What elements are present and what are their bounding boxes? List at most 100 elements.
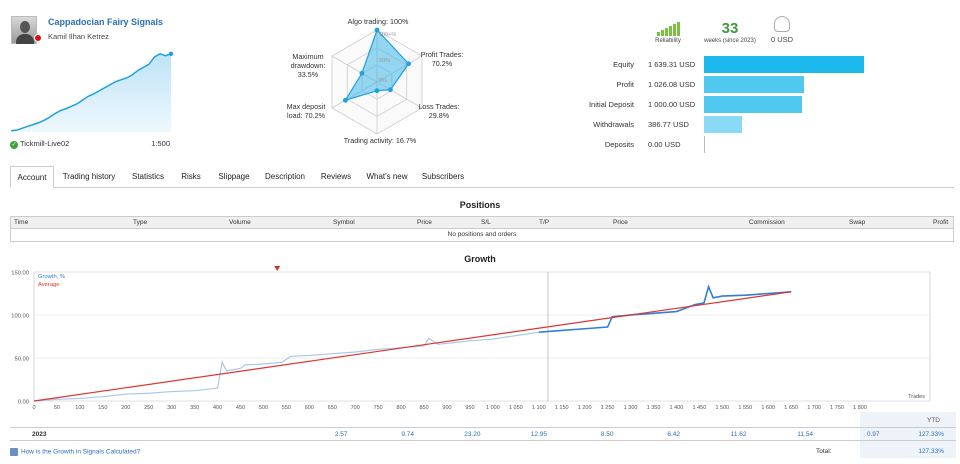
column-header[interactable]: Profit (933, 219, 949, 226)
radar-label-algo: Algo trading: 100% (347, 17, 409, 26)
column-header[interactable]: Commission (749, 219, 785, 226)
column-header[interactable]: Price (613, 219, 628, 226)
x-tick-label: 1 100 (532, 405, 546, 411)
x-tick-label: 200 (121, 405, 130, 411)
signal-title[interactable]: Cappadocian Fairy Signals (48, 17, 164, 27)
balance-label: Profit (616, 80, 634, 89)
balance-label: Initial Deposit (588, 100, 634, 109)
x-tick-label: 1 650 (784, 405, 798, 411)
tab-risks[interactable]: Risks (181, 172, 201, 181)
tab-subscribers[interactable]: Subscribers (421, 172, 465, 181)
mini-growth-line (10, 53, 172, 132)
x-tick-label: 1 500 (715, 405, 729, 411)
monthly-return: 0.97 (866, 431, 880, 438)
radar-tick-label: 100+% (379, 32, 396, 38)
growth-chart[interactable]: 150.00 100.00 50.00 0.000 50 100 150 200 250 300 3… (10, 264, 956, 416)
x-tick-label: 1 700 (807, 405, 821, 411)
signal-author[interactable]: Kamil Ilhan Ketrez (48, 32, 109, 41)
x-tick-label: 1 000 (486, 405, 500, 411)
balance-row-deposits: Deposits 0.00 USD (584, 136, 954, 153)
x-tick-label: 650 (328, 405, 337, 411)
balance-bar (704, 136, 705, 153)
balance-row-profit: Profit 1 026.08 USD (584, 76, 954, 93)
x-tick-label: 1 200 (578, 405, 592, 411)
balance-value: 0.00 USD (648, 140, 681, 149)
column-header[interactable]: Symbol (333, 219, 355, 226)
radar-label-profit: Profit Trades: 70.2% (420, 50, 464, 68)
monthly-return: 11.62 (730, 431, 747, 438)
x-tick-label: 1 050 (509, 405, 523, 411)
x-axis-label: Trades (908, 394, 925, 400)
radar-label-drawdown: Maximum drawdown: 33.5% (290, 52, 326, 79)
column-header[interactable]: Swap (849, 219, 866, 226)
x-tick-label: 250 (144, 405, 153, 411)
tab-account[interactable]: Account (10, 166, 54, 188)
tab-reviews[interactable]: Reviews (320, 172, 352, 181)
subscribers-value: 0 USD (770, 35, 794, 44)
column-header[interactable]: Price (417, 219, 432, 226)
mini-growth-end-dot (168, 51, 174, 57)
radar-point (342, 97, 348, 103)
balance-label: Equity (613, 60, 634, 69)
positions-empty: No positions and orders (447, 231, 517, 238)
tab-what-s-new[interactable]: What's new (366, 172, 408, 181)
subscribers[interactable]: 0 USD (770, 16, 794, 44)
balance-row-initial-deposit: Initial Deposit 1 000.00 USD (584, 96, 954, 113)
reliability-label: Reliability (655, 38, 681, 44)
growth-line-recent (538, 284, 792, 333)
legend-average: Average (38, 282, 60, 288)
total-label: Total: (816, 448, 832, 455)
radar-point (374, 27, 380, 33)
tab-bar: Account Trading history Statistics Risks Sli… (10, 166, 954, 188)
column-header[interactable]: Type (133, 219, 148, 226)
x-tick-label: 1 350 (647, 405, 661, 411)
average-line (33, 291, 792, 402)
tab-description[interactable]: Description (264, 172, 305, 181)
help-icon (10, 448, 18, 456)
ytd-column (860, 412, 956, 458)
column-header[interactable]: Volume (229, 219, 251, 226)
x-tick-label: 800 (397, 405, 406, 411)
growth-footer: How is the Growth in Signals Calculated?… (10, 446, 956, 458)
x-tick-label: 900 (442, 405, 451, 411)
radar-point (374, 88, 380, 94)
monthly-return: 12.95 (530, 431, 547, 438)
monthly-return: 6.42 (667, 431, 680, 438)
radar-point (359, 70, 365, 76)
monthly-return: 8.50 (600, 431, 614, 438)
column-header[interactable]: S/L (481, 219, 491, 226)
signal-card: Cappadocian Fairy Signals Kamil Ilhan Ke… (8, 14, 178, 154)
balance-row-equity: Equity 1 639.31 USD (584, 56, 954, 73)
monthly-return: 11.54 (797, 431, 813, 438)
x-tick-label: 600 (305, 405, 314, 411)
help-link[interactable]: How is the Growth in Signals Calculated? (10, 448, 140, 456)
period-marker-icon[interactable] (274, 266, 281, 271)
tab-slippage[interactable]: Slippage (218, 172, 250, 181)
growth-percent: 127% (138, 50, 169, 53)
tab-trading-history[interactable]: Trading history (62, 172, 116, 181)
x-tick-label: 50 (54, 405, 60, 411)
balance-value: 1 000.00 USD (648, 100, 696, 109)
x-tick-label: 350 (190, 405, 199, 411)
balance-label: Deposits (604, 140, 634, 149)
y-tick-label: 100.00 (11, 314, 29, 320)
help-link-label: How is the Growth in Signals Calculated? (21, 448, 141, 456)
positions-header: Time Type Volume Symbol Price S/L T/P Price Comm… (11, 217, 953, 229)
x-tick-label: 400 (213, 405, 222, 411)
x-tick-label: 1 550 (738, 405, 752, 411)
year-label: 2023 (32, 431, 47, 438)
tab-statistics[interactable]: Statistics (131, 172, 164, 181)
column-header[interactable]: T/P (539, 219, 550, 226)
radar-label-loss: Loss Trades: 29.8% (418, 102, 460, 120)
column-header[interactable]: Time (14, 219, 29, 226)
mini-growth-chart: 127% (10, 50, 174, 132)
x-tick-label: 1 600 (761, 405, 775, 411)
check-icon: ✓ (10, 141, 18, 149)
broker[interactable]: ✓ Tickmill-Live02 (10, 139, 69, 149)
x-tick-label: 300 (167, 405, 176, 411)
leverage: 1:500 (151, 139, 170, 148)
reliability[interactable]: Reliability (650, 22, 686, 44)
broker-name: Tickmill-Live02 (20, 139, 70, 148)
avatar[interactable] (11, 16, 37, 44)
x-tick-label: 1 250 (601, 405, 615, 411)
